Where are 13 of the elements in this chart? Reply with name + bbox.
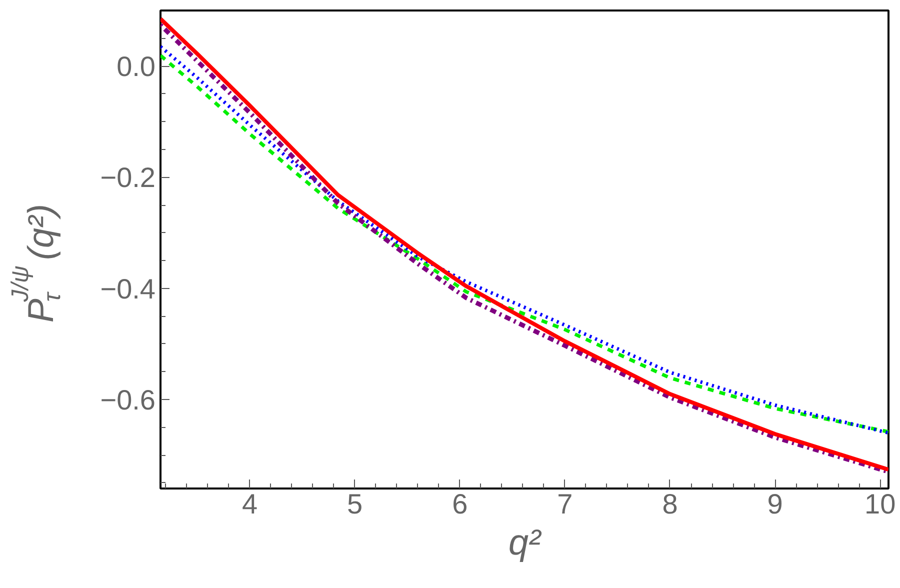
x-tick-label: 10 [864,488,896,520]
x-axis-title: q² [508,522,543,562]
y-tick-label: −0.2 [100,162,156,194]
y-tick-label: −0.4 [100,273,156,304]
x-tick-label: 4 [242,488,258,520]
x-tick-label: 6 [452,488,468,520]
x-tick-label: 5 [347,488,363,520]
y-tick-label: 0.0 [116,51,156,82]
x-tick-label: 7 [557,488,573,520]
x-tick-label: 8 [662,488,678,520]
y-axis-title: PτJ/ψ(q²) [7,204,66,323]
y-tick-label: −0.6 [100,384,156,416]
x-tick-label: 9 [767,488,783,520]
